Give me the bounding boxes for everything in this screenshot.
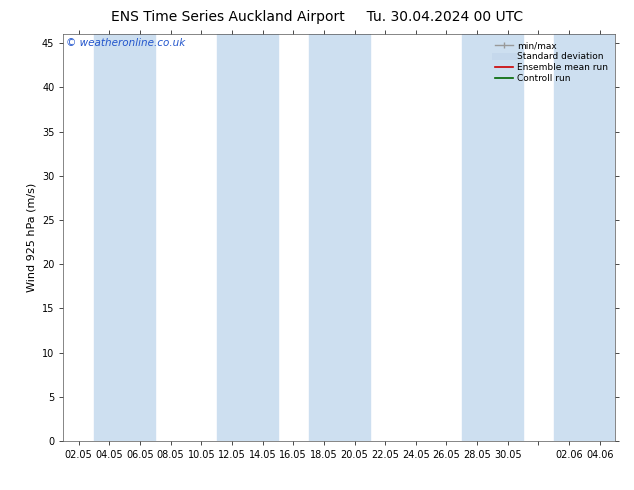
Bar [553,34,615,441]
Bar [309,34,370,441]
Bar [462,34,523,441]
Text: ENS Time Series Auckland Airport     Tu. 30.04.2024 00 UTC: ENS Time Series Auckland Airport Tu. 30.… [111,10,523,24]
Bar [217,34,278,441]
Legend: min/max, Standard deviation, Ensemble mean run, Controll run: min/max, Standard deviation, Ensemble me… [493,39,611,86]
Y-axis label: Wind 925 hPa (m/s): Wind 925 hPa (m/s) [27,183,36,292]
Bar [94,34,155,441]
Text: © weatheronline.co.uk: © weatheronline.co.uk [66,38,185,49]
